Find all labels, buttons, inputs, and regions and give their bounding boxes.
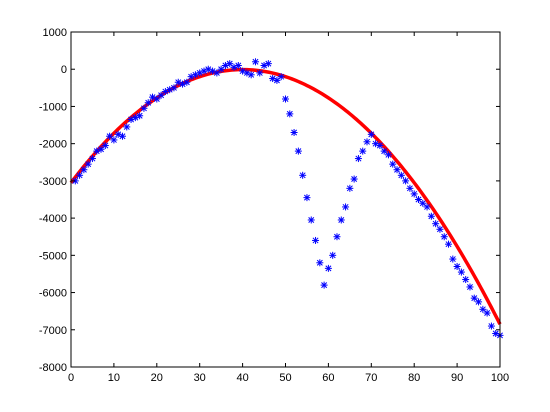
- data-point: [457, 268, 465, 276]
- data-point: [380, 147, 388, 155]
- data-point: [393, 166, 401, 174]
- data-point: [80, 166, 88, 174]
- data-point: [307, 216, 315, 224]
- data-point: [483, 309, 491, 317]
- data-point: [312, 236, 320, 244]
- y-tick-label: -4000: [39, 213, 67, 225]
- data-point: [251, 58, 259, 66]
- y-tick-label: -3000: [39, 176, 67, 188]
- y-tick-label: 0: [61, 64, 67, 76]
- y-tick-label: -5000: [39, 250, 67, 262]
- x-tick-label: 90: [451, 372, 463, 384]
- data-point: [183, 78, 191, 86]
- data-point: [350, 175, 358, 183]
- data-point: [170, 84, 178, 92]
- data-point: [273, 76, 281, 84]
- data-point: [414, 196, 422, 203]
- data-points-layer: [71, 58, 504, 339]
- data-point: [286, 110, 294, 118]
- data-point: [359, 147, 367, 155]
- y-tick-label: -1000: [39, 101, 67, 113]
- plot-area: [71, 32, 500, 367]
- data-point: [384, 151, 392, 159]
- x-tick-label: 80: [408, 372, 420, 384]
- x-tick-label: 70: [365, 372, 377, 384]
- data-point: [247, 71, 255, 79]
- x-tick-label: 40: [236, 372, 248, 384]
- data-point: [354, 155, 362, 163]
- x-axis: 0 10 20 30 40 50 60 70 80 90 100: [68, 32, 509, 384]
- y-tick-label: -6000: [39, 288, 67, 300]
- data-point: [277, 73, 285, 81]
- data-point: [264, 60, 272, 68]
- y-tick-label: -8000: [39, 362, 67, 374]
- data-point: [449, 255, 457, 263]
- y-tick-label: -2000: [39, 139, 67, 151]
- data-point: [445, 240, 453, 248]
- data-point: [282, 95, 289, 103]
- data-point: [427, 212, 435, 220]
- data-point: [423, 203, 431, 211]
- data-point: [76, 171, 84, 179]
- data-point: [333, 233, 341, 241]
- data-point: [397, 171, 405, 179]
- data-point: [363, 138, 371, 146]
- data-point: [432, 220, 440, 228]
- data-point: [324, 264, 332, 272]
- data-point: [406, 184, 414, 192]
- data-point: [88, 155, 96, 163]
- x-tick-label: 10: [108, 372, 120, 384]
- data-point: [337, 216, 345, 224]
- data-point: [316, 259, 324, 267]
- data-point: [136, 112, 144, 120]
- data-point: [144, 99, 152, 107]
- data-point: [84, 160, 92, 168]
- y-tick-label: -7000: [39, 325, 67, 337]
- data-point: [101, 142, 109, 150]
- data-point: [466, 283, 474, 291]
- data-point: [436, 225, 444, 233]
- data-point: [462, 276, 470, 284]
- data-point: [475, 298, 483, 306]
- x-tick-label: 0: [68, 372, 74, 384]
- x-tick-label: 50: [279, 372, 291, 384]
- x-tick-label: 20: [151, 372, 163, 384]
- data-point: [294, 147, 302, 155]
- data-point: [389, 160, 397, 168]
- x-tick-label: 100: [491, 372, 509, 384]
- x-tick-label: 60: [322, 372, 334, 384]
- data-point: [303, 194, 311, 202]
- data-point: [410, 190, 418, 198]
- data-point: [440, 233, 448, 241]
- data-point: [196, 69, 204, 77]
- data-point: [256, 69, 264, 77]
- data-point: [290, 129, 298, 136]
- data-point: [118, 132, 126, 140]
- data-point: [299, 171, 307, 179]
- data-point: [320, 281, 328, 289]
- data-point: [367, 130, 375, 138]
- data-point: [329, 251, 337, 259]
- y-axis: 1000 0 -1000 -2000 -3000 -4000 -5000 -6000 -7000…: [39, 27, 500, 374]
- data-point: [346, 184, 354, 192]
- y-tick-label: 1000: [43, 27, 67, 39]
- data-point: [110, 136, 118, 144]
- data-point: [376, 142, 384, 150]
- x-tick-label: 30: [194, 372, 206, 384]
- data-point: [234, 62, 242, 69]
- data-point: [487, 322, 495, 330]
- data-point: [402, 177, 410, 185]
- data-point: [342, 203, 350, 211]
- data-point: [140, 104, 148, 112]
- data-point: [453, 263, 461, 270]
- data-point: [123, 123, 131, 131]
